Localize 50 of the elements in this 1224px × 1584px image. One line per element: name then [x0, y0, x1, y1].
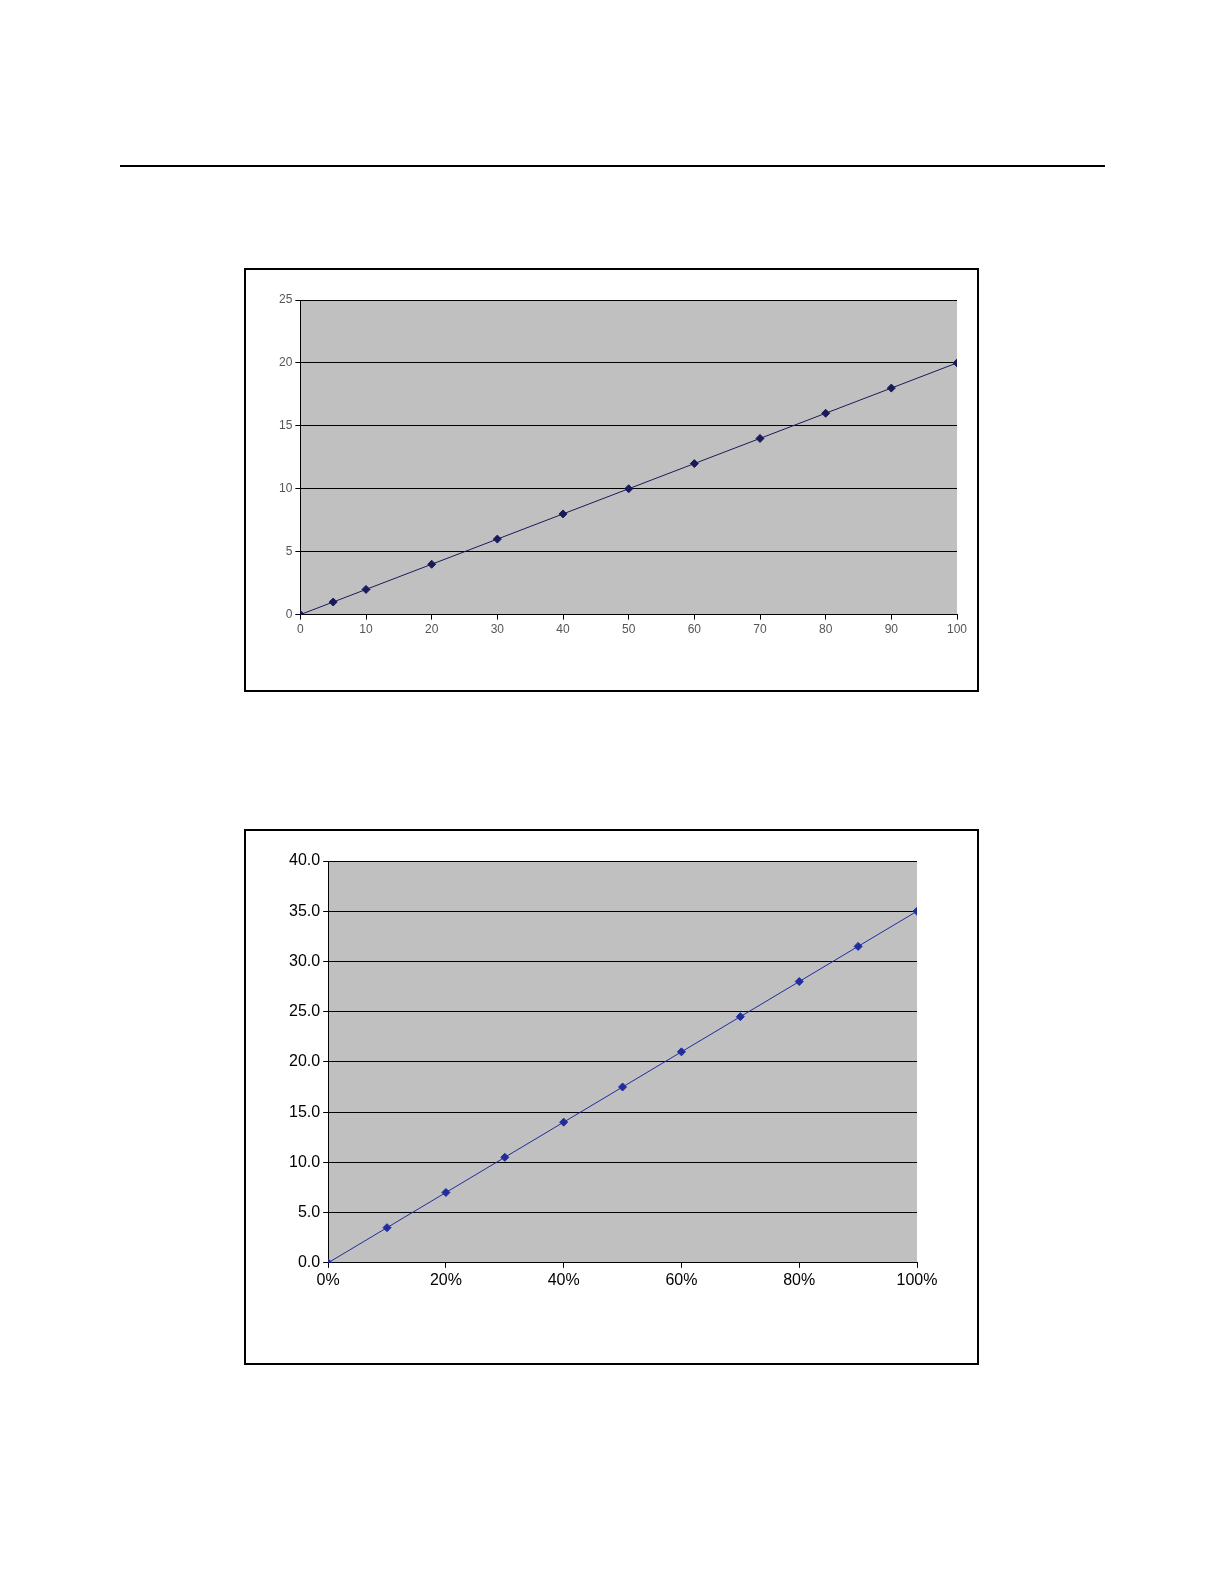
x-tick-label: 90 [884, 622, 899, 637]
point [328, 597, 338, 607]
x-tick-label: 70 [753, 622, 767, 637]
x-tick-label: 80 [818, 622, 833, 637]
point [500, 1152, 510, 1162]
point [676, 1047, 686, 1057]
point [558, 509, 568, 519]
x-tick-label: 100% [896, 1270, 938, 1288]
point [794, 977, 804, 987]
x-tick-label: 60% [665, 1270, 698, 1288]
x-tick-label: 40 [556, 622, 570, 637]
y-tick-label: 10 [278, 481, 293, 496]
point [559, 1117, 569, 1127]
x-tick-label: 0% [316, 1270, 340, 1288]
y-tick-label: 25 [278, 292, 293, 307]
y-tick-label: 0 [285, 606, 293, 621]
x-tick-label: 30 [490, 622, 505, 637]
x-tick-label: 20 [425, 622, 439, 637]
y-tick-label: 0.0 [297, 1253, 321, 1271]
y-tick-label: 30.0 [289, 951, 321, 969]
y-tick-label: 5.0 [297, 1202, 321, 1220]
x-tick-label: 10 [359, 622, 374, 637]
y-tick-label: 15.0 [289, 1102, 321, 1120]
point [689, 459, 699, 469]
point [821, 408, 831, 418]
point [624, 484, 634, 494]
y-tick-label: 25.0 [289, 1002, 321, 1020]
point [361, 584, 371, 594]
x-tick-label: 80% [783, 1270, 816, 1288]
x-tick-label: 60 [687, 622, 702, 637]
point [735, 1012, 745, 1022]
point [441, 1187, 451, 1197]
point [886, 383, 896, 393]
point [427, 559, 437, 569]
y-tick-label: 40.0 [289, 851, 321, 869]
y-tick-label: 15 [278, 418, 293, 433]
y-tick-label: 35.0 [289, 901, 321, 919]
point [755, 433, 765, 443]
point [382, 1223, 392, 1233]
y-tick-label: 10.0 [289, 1152, 321, 1170]
point [853, 941, 863, 951]
point [618, 1082, 628, 1092]
x-tick-label: 40% [547, 1270, 580, 1288]
x-tick-label: 100 [946, 622, 968, 637]
point [492, 534, 502, 544]
y-tick-label: 5 [285, 543, 293, 558]
y-tick-label: 20 [278, 355, 293, 370]
x-tick-label: 20% [429, 1270, 462, 1288]
x-tick-label: 50 [621, 622, 636, 637]
y-tick-label: 20.0 [289, 1052, 321, 1070]
